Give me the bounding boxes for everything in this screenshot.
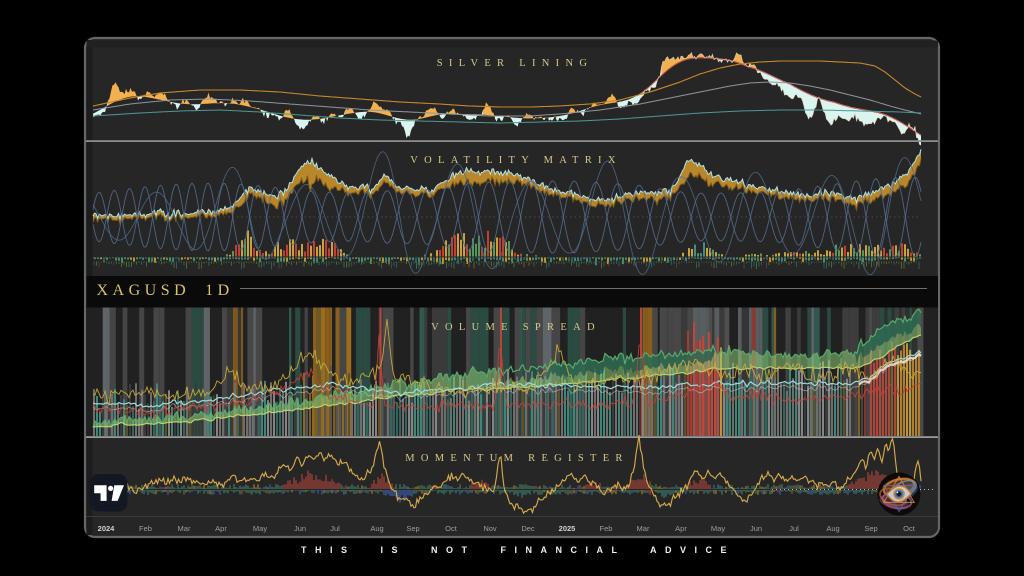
svg-text:Feb: Feb [600,524,613,533]
svg-text:Apr: Apr [215,524,227,533]
svg-text:2024: 2024 [98,524,116,533]
svg-text:XAGUSD 1D: XAGUSD 1D [97,282,234,299]
svg-text:Jul: Jul [330,524,340,533]
svg-text:Sep: Sep [406,524,419,533]
svg-text:Nov: Nov [483,524,497,533]
svg-text:Oct: Oct [445,524,458,533]
svg-text:MOMENTUM REGISTER: MOMENTUM REGISTER [405,453,628,464]
svg-text:VOLATILITY MATRIX: VOLATILITY MATRIX [410,155,621,166]
svg-text:Mar: Mar [178,524,191,533]
svg-text:Jun: Jun [294,524,306,533]
svg-text:Aug: Aug [826,524,839,533]
svg-text:Oct: Oct [903,524,916,533]
svg-text:May: May [253,524,267,533]
svg-text:Sep: Sep [864,524,877,533]
svg-text:Mar: Mar [637,524,650,533]
svg-text:Dec: Dec [521,524,535,533]
svg-text:2025: 2025 [559,524,576,533]
svg-text:May: May [711,524,725,533]
svg-text:Jun: Jun [750,524,762,533]
svg-text:Feb: Feb [139,524,152,533]
svg-text:Jul: Jul [789,524,799,533]
svg-text:Apr: Apr [675,524,687,533]
svg-text:VOLUME SPREAD: VOLUME SPREAD [431,322,601,333]
svg-text:Aug: Aug [370,524,383,533]
svg-text:SILVER LINING: SILVER LINING [437,58,593,69]
